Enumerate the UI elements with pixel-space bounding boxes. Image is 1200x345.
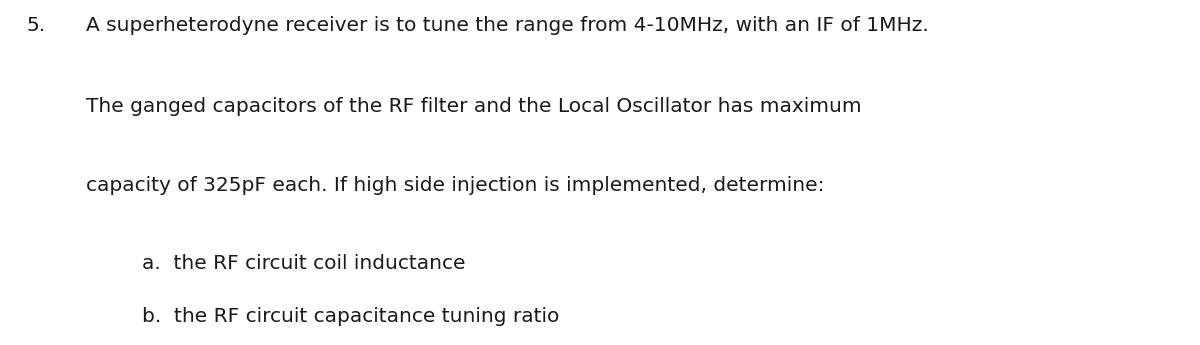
Text: A superheterodyne receiver is to tune the range from 4-10MHz, with an IF of 1MHz: A superheterodyne receiver is to tune th… [86,16,929,34]
Text: capacity of 325pF each. If high side injection is implemented, determine:: capacity of 325pF each. If high side inj… [86,176,824,195]
Text: b.  the RF circuit capacitance tuning ratio: b. the RF circuit capacitance tuning rat… [142,307,559,326]
Text: a.  the RF circuit coil inductance: a. the RF circuit coil inductance [142,254,466,273]
Text: The ganged capacitors of the RF filter and the Local Oscillator has maximum: The ganged capacitors of the RF filter a… [86,97,862,116]
Text: 5.: 5. [26,16,46,34]
